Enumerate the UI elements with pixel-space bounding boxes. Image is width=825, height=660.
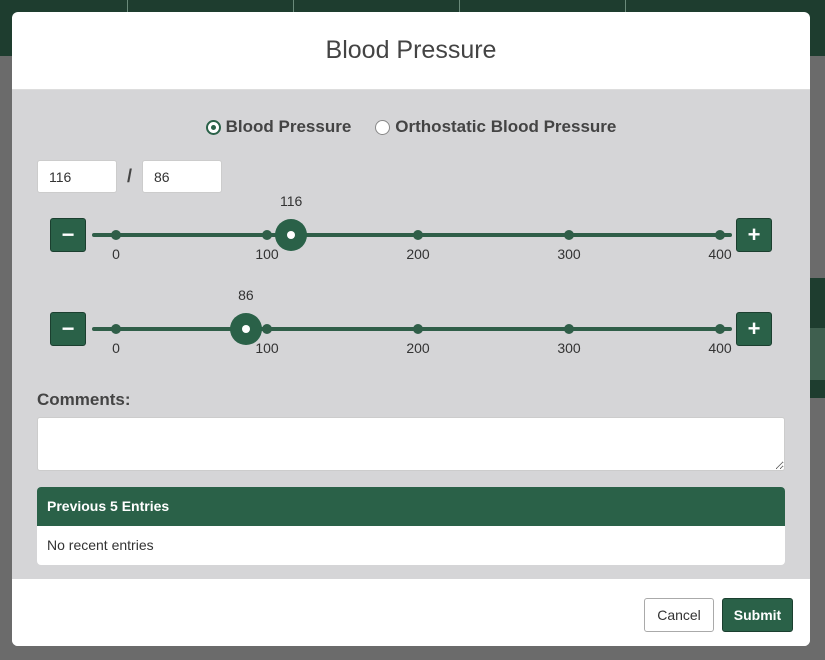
previous-entries-panel: Previous 5 Entries No recent entries [37, 487, 785, 565]
submit-button[interactable]: Submit [722, 598, 793, 632]
radio-label: Orthostatic Blood Pressure [395, 117, 617, 136]
diastolic-increment-button[interactable]: + [736, 312, 772, 346]
background-panel [808, 380, 825, 398]
radio-label: Blood Pressure [225, 117, 352, 136]
systolic-decrement-button[interactable]: − [50, 218, 86, 252]
slider-handle[interactable] [275, 219, 308, 251]
diastolic-slider-row: − 0 100 200 300 400 86 + [50, 287, 772, 372]
diastolic-decrement-button[interactable]: − [50, 312, 86, 346]
systolic-increment-button[interactable]: + [736, 218, 772, 252]
slider-tick-dot [715, 324, 725, 334]
radio-blood-pressure[interactable]: Blood Pressure [205, 117, 352, 137]
previous-entries-empty-text: No recent entries [47, 537, 154, 553]
slider-tick-label: 0 [112, 246, 120, 262]
slider-tick-dot [413, 230, 423, 240]
slider-tick-dot [564, 324, 574, 334]
slider-track [92, 233, 732, 237]
diastolic-slider[interactable]: 0 100 200 300 400 86 [92, 287, 732, 372]
slider-tick-label: 100 [255, 340, 279, 356]
modal-header: Blood Pressure [12, 12, 810, 90]
slider-tick-dot [111, 324, 121, 334]
systolic-input[interactable] [37, 160, 117, 193]
cancel-button[interactable]: Cancel [644, 598, 714, 632]
slider-tick-label: 100 [255, 246, 279, 262]
slider-tick-dot [262, 230, 272, 240]
bp-reading-inputs: / [37, 160, 222, 193]
slider-tick-dot [564, 230, 574, 240]
slider-handle[interactable] [229, 313, 262, 345]
radio-button-checked-icon[interactable] [205, 119, 221, 135]
slider-tick-label: 300 [557, 246, 581, 262]
modal-footer: Cancel Submit [12, 579, 810, 646]
modal-body: Blood Pressure Orthostatic Blood Pressur… [12, 90, 810, 579]
reading-separator: / [126, 166, 132, 186]
background-panel [808, 278, 825, 328]
systolic-slider-row: − 0 100 200 300 400 116 + [50, 193, 772, 278]
slider-tick-dot [715, 230, 725, 240]
previous-entries-header: Previous 5 Entries [37, 487, 785, 526]
slider-value-label: 116 [279, 193, 303, 209]
slider-tick-label: 200 [406, 340, 430, 356]
comments-label: Comments: [37, 390, 131, 409]
radio-button-unchecked-icon[interactable] [375, 119, 391, 135]
slider-track [92, 327, 732, 331]
slider-tick-label: 200 [406, 246, 430, 262]
modal-title: Blood Pressure [325, 36, 497, 64]
measurement-type-radio-group: Blood Pressure Orthostatic Blood Pressur… [12, 117, 810, 137]
slider-tick-label: 0 [112, 340, 120, 356]
slider-value-label: 86 [238, 287, 254, 303]
slider-tick-dot [413, 324, 423, 334]
diastolic-input[interactable] [142, 160, 222, 193]
slider-tick-label: 400 [708, 340, 732, 356]
systolic-slider[interactable]: 0 100 200 300 400 116 [92, 193, 732, 278]
slider-tick-label: 400 [708, 246, 732, 262]
slider-tick-label: 300 [557, 340, 581, 356]
blood-pressure-modal: Blood Pressure Blood Pressure Orthostati… [12, 12, 810, 646]
background-panel [808, 328, 825, 380]
slider-tick-dot [262, 324, 272, 334]
slider-tick-dot [111, 230, 121, 240]
comments-textarea[interactable] [37, 417, 785, 471]
radio-orthostatic-blood-pressure[interactable]: Orthostatic Blood Pressure [375, 117, 616, 137]
